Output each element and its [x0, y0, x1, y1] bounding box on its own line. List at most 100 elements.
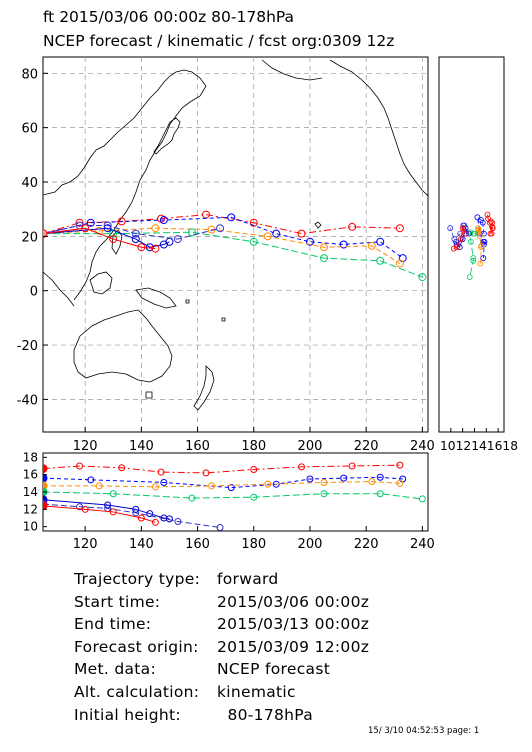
side-trajectory-marker — [489, 225, 496, 232]
height-x-tick-label: 220 — [354, 537, 379, 552]
map-trajectory-marker — [131, 229, 140, 238]
hawaii-coastline — [314, 221, 322, 229]
side-trajectory-line — [487, 214, 494, 234]
height-trajectory-marker — [76, 462, 84, 470]
height-axis-ticks: 120 140 160 180 200 220 240 10 12 14 16 18 — [23, 450, 435, 552]
map-trajectory-marker — [173, 235, 182, 244]
height-trajectory-marker — [151, 518, 159, 526]
map-trajectory-line — [43, 231, 423, 278]
new-guinea-coastline — [135, 287, 177, 309]
map-trajectory-marker — [320, 243, 329, 252]
side-frame — [438, 56, 505, 433]
map-x-tick-label: 180 — [241, 439, 266, 454]
info-label: Met. data: — [74, 660, 156, 679]
map-trajectory-marker — [320, 254, 329, 263]
info-row: Trajectory type: forward — [74, 568, 369, 591]
height-x-tick-label: 120 — [73, 537, 98, 552]
side-trajectory-marker — [447, 225, 454, 232]
height-panel: 120 140 160 180 200 220 240 10 12 14 16 18 — [23, 450, 435, 552]
info-value: 2015/03/13 00:00z — [217, 615, 370, 634]
info-label: Forecast origin: — [74, 637, 199, 656]
australia-coastline — [73, 309, 173, 383]
map-trajectory-line — [43, 224, 221, 240]
map-origin-marker — [43, 229, 48, 239]
map-x-tick-label: 200 — [298, 439, 323, 454]
height-trajectory-marker — [250, 493, 258, 501]
info-row: Start time: 2015/03/06 00:00z — [74, 591, 369, 614]
map-trajectory-marker — [81, 224, 90, 233]
map-trajectory-marker — [151, 244, 160, 253]
side-trajectory-marker — [450, 245, 457, 252]
map-trajectory-line — [43, 216, 404, 259]
map-x-tick-label: 240 — [410, 439, 435, 454]
side-trajectory-marker — [457, 236, 464, 242]
map-trajectory-marker — [86, 218, 95, 227]
map-trajectory-line — [43, 227, 401, 264]
height-trajectory-marker — [109, 508, 117, 516]
height-trajectory-marker — [132, 509, 140, 517]
height-trajectory-line — [43, 464, 400, 474]
map-trajectory-marker — [151, 224, 160, 233]
height-trajectory-line — [43, 481, 400, 488]
sumatra-coastline — [43, 271, 75, 307]
side-trajectory-marker — [478, 217, 484, 223]
map-trajectory-marker — [103, 221, 112, 230]
height-x-tick-label: 160 — [185, 537, 210, 552]
tasmania-coastline — [145, 391, 153, 399]
side-trajectory-marker — [481, 238, 488, 245]
info-label: Trajectory type: — [74, 570, 201, 588]
side-trajectory-line — [449, 225, 467, 240]
side-trajectory-marker — [488, 230, 495, 237]
info-row: Met. data: NCEP forecast — [74, 658, 369, 681]
side-trajectory-marker — [470, 230, 477, 237]
map-frame — [42, 56, 429, 433]
asia-coastline — [43, 69, 207, 301]
height-trajectory-marker — [250, 465, 258, 473]
side-trajectory-marker — [468, 238, 474, 245]
height-y-tick-label: 16 — [23, 468, 38, 482]
height-trajectory-marker — [320, 490, 328, 498]
height-trajectory-marker — [216, 524, 224, 531]
info-label: Initial height: — [74, 705, 181, 724]
side-trajectory-line — [453, 226, 466, 249]
new-zealand-coastline — [193, 365, 215, 411]
map-y-tick-label: 60 — [21, 122, 38, 137]
height-trajectory-line — [43, 499, 170, 520]
chart-title-line-1: ft 2015/03/06 00:00z 80-178hPa — [43, 8, 294, 26]
height-trajectory-marker — [146, 510, 154, 518]
height-trajectory-marker — [43, 464, 48, 474]
side-trajectory-marker — [460, 222, 467, 229]
map-y-tick-label: 20 — [21, 230, 38, 245]
height-trajectory-marker — [188, 494, 196, 502]
side-trajectory-marker — [478, 242, 485, 249]
japan-coastline — [153, 117, 181, 155]
height-y-tick-label: 14 — [23, 485, 38, 499]
height-trajectory-marker — [418, 495, 426, 503]
side-trajectory-marker — [474, 214, 481, 221]
height-trajectory-marker — [202, 469, 210, 477]
height-trajectory-line — [43, 491, 423, 500]
info-row: Alt. calculation: kinematic — [74, 681, 369, 704]
map-y-tick-label: 0 — [30, 285, 38, 300]
height-trajectories — [43, 461, 426, 531]
height-y-tick-label: 18 — [23, 450, 38, 464]
map-trajectory-marker — [272, 229, 281, 238]
map-trajectory-marker — [131, 235, 140, 244]
trajectory-info: Trajectory type: forward Start time: 2015/… — [74, 568, 369, 726]
height-trajectory-marker — [43, 473, 48, 483]
map-y-tick-label: 80 — [21, 67, 38, 82]
height-trajectory-marker — [81, 505, 89, 513]
info-value: 80-178hPa — [217, 705, 314, 724]
height-trajectory-marker — [227, 484, 235, 492]
info-label: Start time: — [74, 592, 161, 611]
map-trajectory-marker — [395, 224, 404, 233]
map-trajectory-marker — [263, 232, 272, 241]
height-trajectory-marker — [208, 482, 216, 490]
height-trajectory-marker — [320, 478, 328, 486]
map-trajectory-marker — [376, 256, 385, 265]
height-trajectory-marker — [151, 483, 159, 491]
height-x-tick-label: 140 — [129, 537, 154, 552]
height-trajectory-marker — [368, 478, 376, 486]
map-y-tick-label: 40 — [21, 176, 38, 191]
